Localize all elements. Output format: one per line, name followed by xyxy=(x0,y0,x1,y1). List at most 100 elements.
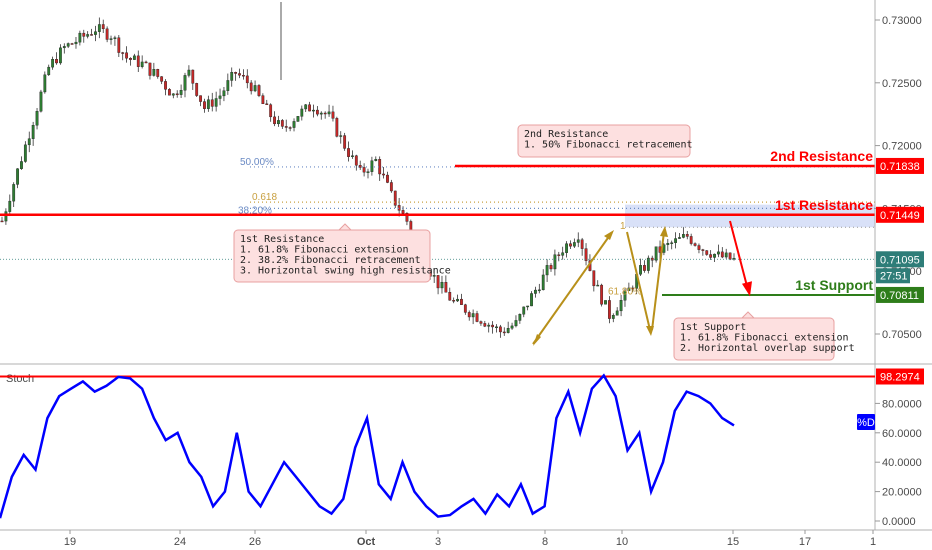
candle-body xyxy=(705,250,709,255)
candle-body xyxy=(639,265,642,275)
candle-body xyxy=(199,95,202,102)
note-box xyxy=(233,229,431,283)
price-tick-label: 0.72500 xyxy=(882,78,922,90)
candle-body xyxy=(148,62,152,76)
candle-body xyxy=(55,59,58,64)
projection-arrow xyxy=(729,220,749,291)
candle-body xyxy=(518,313,522,321)
candle-body xyxy=(701,249,705,251)
candle-body xyxy=(94,31,97,35)
note-line: 1. 61.8% Fibonacci extension xyxy=(240,245,409,256)
candle-body xyxy=(386,174,389,183)
candle-body xyxy=(335,118,339,137)
candle-body xyxy=(619,300,623,312)
candle-body xyxy=(323,112,327,115)
candle-body xyxy=(292,121,296,128)
fib-leg-up xyxy=(532,234,611,345)
time-axis[interactable]: 19 24 26 Oct 3 8 10 15 17 1 xyxy=(0,529,932,548)
candle-body xyxy=(90,34,93,36)
candle-body xyxy=(623,290,627,301)
candle-body xyxy=(354,155,358,166)
time-tick-label: 26 xyxy=(249,536,261,548)
price-tick-label: 0.73000 xyxy=(882,15,922,27)
candle-body xyxy=(456,298,459,302)
stoch-legend-badge[interactable]: %D xyxy=(857,414,875,430)
candle-body xyxy=(600,284,604,305)
candle-body xyxy=(144,61,148,64)
candle-body xyxy=(681,234,685,238)
candle-body xyxy=(27,138,31,146)
time-tick-label: 10 xyxy=(616,536,628,548)
candle-body xyxy=(510,325,514,329)
candle-body xyxy=(576,239,580,243)
candle-body xyxy=(253,85,257,92)
candle-body xyxy=(732,257,736,260)
candle-body xyxy=(16,168,19,185)
price-axis[interactable]: 0.730000.725000.720000.715000.710000.705… xyxy=(874,0,924,530)
candle-body xyxy=(238,73,241,76)
candle-body xyxy=(654,246,658,261)
projection-arrows xyxy=(729,220,752,297)
candle-body xyxy=(717,251,720,255)
candle-body xyxy=(183,75,187,91)
candle-body xyxy=(312,109,315,112)
candle-body xyxy=(362,167,366,173)
candle-body xyxy=(245,75,249,84)
level-label: 2nd Resistance xyxy=(770,148,873,164)
candle-body xyxy=(526,305,530,308)
candle-body xyxy=(59,47,62,64)
candle-body xyxy=(47,66,51,76)
candle-body xyxy=(397,205,401,211)
candle-body xyxy=(674,238,677,243)
level-label: 1st Support xyxy=(795,277,873,293)
candle-body xyxy=(643,265,646,271)
candle-body xyxy=(389,182,393,192)
candle-body xyxy=(502,331,506,334)
candle-body xyxy=(584,248,588,261)
candle-body xyxy=(498,326,502,333)
candle-body xyxy=(234,72,238,74)
candle-body xyxy=(615,310,619,316)
price-axis-tags: 0.71838 0.71449 0.70811 0.71095 27:51 xyxy=(876,157,924,303)
candle-body xyxy=(467,312,471,318)
candle-body xyxy=(697,245,701,250)
candle-body xyxy=(604,300,607,305)
candle-body xyxy=(631,287,635,290)
time-axis-ticks: 19 24 26 Oct 3 8 10 15 17 1 xyxy=(64,530,876,548)
support-resistance-levels: 2nd Resistance 1st Resistance 1st Support xyxy=(0,148,875,296)
candle-body xyxy=(514,320,518,327)
candle-body xyxy=(374,159,378,161)
candle-body xyxy=(347,148,350,157)
stoch-ref-tag xyxy=(876,368,924,385)
candle-body xyxy=(129,58,132,60)
fib-label: 61.80% xyxy=(608,286,642,297)
candle-body xyxy=(31,125,35,139)
stoch-tick-label: 60.0000 xyxy=(882,428,922,440)
candle-body xyxy=(222,90,226,97)
candle-body xyxy=(339,135,343,137)
stoch-tick-label: 20.0000 xyxy=(882,487,922,499)
last-price-tag-text: 0.71095 xyxy=(880,254,920,266)
candle-body xyxy=(463,304,467,313)
price-pane-background xyxy=(0,0,875,362)
candle-body xyxy=(495,326,498,329)
candle-body xyxy=(20,161,23,169)
candle-body xyxy=(261,95,265,105)
candle-body xyxy=(724,252,728,258)
candle-body xyxy=(164,81,167,90)
fib-label: 0.618 xyxy=(252,192,277,203)
candle-body xyxy=(537,289,541,292)
time-tick-label: 19 xyxy=(64,536,76,548)
candle-body xyxy=(444,282,448,293)
fib-label: 50.00% xyxy=(240,157,274,168)
last-price-tag xyxy=(876,251,924,268)
candle-body xyxy=(572,242,576,247)
countdown-tag xyxy=(876,268,910,284)
candle-body xyxy=(43,74,47,93)
candle-body xyxy=(66,43,70,47)
candle-body xyxy=(592,270,596,287)
candle-body xyxy=(693,243,697,246)
time-tick-label: 24 xyxy=(174,536,186,548)
candle-body xyxy=(218,95,222,99)
